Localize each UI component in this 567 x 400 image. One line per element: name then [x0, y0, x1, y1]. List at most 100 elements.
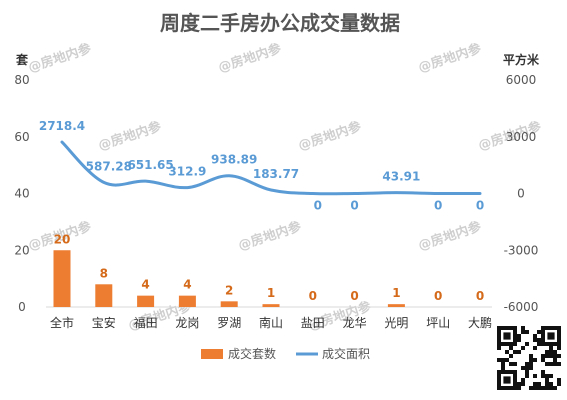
qr-module — [521, 382, 525, 386]
qr-module — [545, 378, 549, 382]
qr-module — [553, 386, 557, 390]
qr-module — [553, 358, 557, 362]
qr-module — [537, 338, 541, 342]
left-axis-tick: 60 — [14, 130, 29, 144]
qr-finder-dot — [547, 332, 555, 340]
qr-module — [541, 354, 545, 358]
bar-value-label: 2 — [225, 283, 233, 297]
line-value-label: 183.77 — [253, 167, 299, 181]
qr-module — [517, 338, 521, 342]
bar-labels: 20 8 4 4 2 1 0 0 1 0 0 — [54, 232, 485, 303]
line-value-label: 0 — [476, 199, 484, 213]
right-axis-tick: -6000 — [504, 300, 539, 314]
bar-value-label: 8 — [100, 266, 108, 280]
qr-module — [545, 362, 549, 366]
qr-module — [525, 342, 529, 346]
bar-value-label: 0 — [309, 289, 317, 303]
area-series-line — [60, 140, 482, 196]
qr-module — [517, 334, 521, 338]
qr-module — [549, 346, 553, 350]
qr-module — [525, 370, 529, 374]
category-label: 坪山 — [426, 316, 450, 330]
qr-module — [517, 382, 521, 386]
qr-module — [553, 350, 557, 354]
line-value-label: 587.28 — [86, 159, 132, 173]
qr-module — [549, 386, 553, 390]
watermark-text: @房地内参 — [416, 218, 484, 254]
watermark-text: @房地内参 — [236, 218, 304, 254]
line-value-label: 938.89 — [211, 153, 257, 167]
line-value-label: 0 — [314, 199, 322, 213]
qr-module — [509, 346, 513, 350]
watermark-text: @房地内参 — [416, 40, 484, 76]
qr-module — [545, 382, 549, 386]
qr-module — [545, 354, 549, 358]
qr-module — [533, 346, 537, 350]
qr-module — [517, 386, 521, 390]
left-axis-tick: 80 — [14, 73, 29, 87]
qr-module — [521, 366, 525, 370]
bar-5 — [262, 304, 280, 307]
qr-module — [501, 358, 505, 362]
qr-module — [533, 358, 537, 362]
bar-value-label: 20 — [54, 232, 71, 246]
qr-module — [541, 358, 545, 362]
qr-module — [549, 374, 553, 378]
qr-module — [521, 330, 525, 334]
right-axis-tick: 6000 — [506, 73, 537, 87]
qr-module — [553, 362, 557, 366]
bar-0 — [53, 250, 71, 307]
qr-module — [497, 346, 501, 350]
right-axis-ticks: -6000 -3000 0 3000 6000 — [504, 73, 539, 314]
qr-module — [529, 362, 533, 366]
qr-module — [521, 378, 525, 382]
right-axis-unit: 平方米 — [503, 52, 540, 67]
qr-module — [549, 362, 553, 366]
qr-module — [513, 350, 517, 354]
left-axis-unit: 套 — [15, 52, 29, 67]
qr-module — [505, 358, 509, 362]
qr-module — [533, 334, 537, 338]
category-label: 宝安 — [92, 315, 116, 330]
bar-4 — [220, 301, 238, 307]
left-axis-ticks: 0 20 40 60 80 — [14, 73, 29, 314]
legend: 成交套数 成交面积 — [201, 346, 370, 361]
qr-module — [541, 374, 545, 378]
bar-value-label: 0 — [476, 289, 484, 303]
line-value-label: 312.9 — [168, 165, 206, 179]
left-axis-tick: 0 — [18, 300, 26, 314]
qr-module — [549, 354, 553, 358]
qr-module — [529, 386, 533, 390]
watermark-text: @房地内参 — [216, 40, 284, 76]
bar-8 — [387, 304, 405, 307]
line-value-label: 43.91 — [382, 170, 420, 184]
right-axis-tick: 3000 — [506, 130, 537, 144]
left-axis-tick: 40 — [14, 187, 29, 201]
qr-module — [505, 350, 509, 354]
category-label: 盐田 — [301, 316, 325, 330]
left-axis-tick: 20 — [14, 243, 29, 257]
qr-module — [537, 342, 541, 346]
bar-2 — [137, 295, 155, 307]
qr-module — [525, 362, 529, 366]
qr-module — [545, 374, 549, 378]
qr-module — [533, 338, 537, 342]
qr-module — [529, 366, 533, 370]
category-label: 光明 — [384, 316, 408, 330]
qr-module — [529, 354, 533, 358]
watermark-text: @房地内参 — [26, 40, 94, 76]
qr-finder-dot — [503, 376, 511, 384]
bar-value-label: 0 — [434, 289, 442, 303]
qr-module — [525, 330, 529, 334]
bar-value-label: 4 — [141, 278, 149, 292]
bar-3 — [178, 295, 196, 307]
qr-module — [557, 382, 561, 386]
qr-code-image — [497, 326, 561, 390]
bar-1 — [95, 284, 113, 307]
bar-value-label: 1 — [392, 286, 400, 300]
category-labels: 全市 宝安 福田 龙岗 罗湖 南山 盐田 龙华 光明 坪山 大鹏 — [50, 315, 492, 330]
qr-module — [509, 362, 513, 366]
qr-module — [525, 366, 529, 370]
